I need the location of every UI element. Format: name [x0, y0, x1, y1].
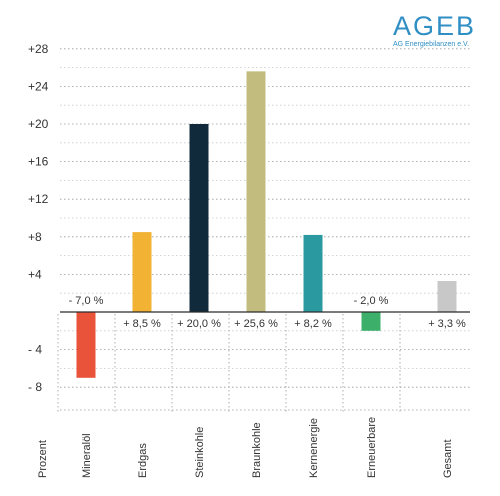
bar-kernenergie	[303, 234, 323, 312]
data-label: - 2,0 %	[354, 295, 389, 307]
data-label: - 7,0 %	[69, 295, 104, 307]
data-label: + 25,6 %	[234, 318, 278, 330]
y-tick-label: - 8	[28, 380, 42, 394]
y-tick-label: +4	[28, 267, 42, 281]
category-label: Braunkohle	[251, 422, 263, 478]
ageb-logo: AGEB AG Energiebilanzen e.V.	[393, 11, 477, 49]
logo-name: AGEB	[393, 11, 477, 41]
data-label: + 20,0 %	[177, 318, 221, 330]
category-label: Mineralöl	[81, 433, 93, 478]
y-tick-label: +8	[28, 230, 42, 244]
logo-subtitle: AG Energiebilanzen e.V.	[393, 41, 470, 48]
category-label: Steinkohle	[194, 427, 206, 478]
data-label: + 8,2 %	[294, 318, 332, 330]
bar-braunkohle	[246, 71, 266, 312]
y-tick-label: - 4	[28, 343, 42, 357]
y-tick-label: +24	[28, 79, 49, 93]
bar-mineralöl	[76, 312, 96, 378]
y-axis-label: Prozent	[37, 440, 49, 478]
bar-erneuerbare	[361, 312, 381, 331]
category-label: Kernenergie	[308, 418, 320, 478]
data-label: + 8,5 %	[123, 318, 161, 330]
bar-erdgas	[132, 232, 152, 312]
data-label: + 3,3 %	[428, 318, 466, 330]
y-tick-label: +28	[28, 42, 49, 56]
y-tick-label: +16	[28, 155, 49, 169]
y-tick-label: +20	[28, 117, 49, 131]
bar-gesamt	[437, 280, 457, 312]
category-label: Erneuerbare	[366, 417, 378, 478]
category-label: Gesamt	[442, 439, 454, 478]
bar-steinkohle	[189, 124, 209, 312]
y-tick-label: +12	[28, 192, 49, 206]
category-label: Erdgas	[137, 443, 149, 478]
